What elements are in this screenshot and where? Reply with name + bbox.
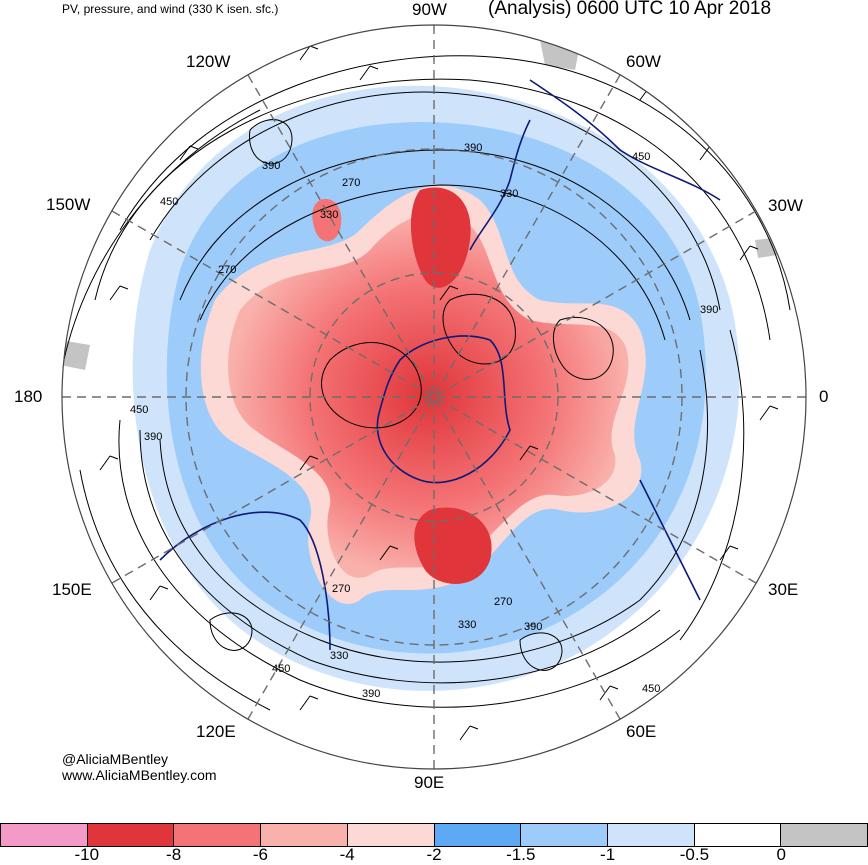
lon-label-60w: 60W xyxy=(626,52,661,71)
contour-label: 330 xyxy=(320,209,338,221)
colorbar-tick-label: -4 xyxy=(339,845,355,864)
credit-site[interactable]: www.AliciaMBentley.com xyxy=(62,767,217,783)
contour-label: 390 xyxy=(362,688,380,700)
contour-label: 450 xyxy=(272,663,290,675)
lon-label-0: 0 xyxy=(819,387,829,406)
contour-label: 330 xyxy=(500,188,518,200)
contour-label: 450 xyxy=(160,196,178,208)
contour-label: 450 xyxy=(632,151,650,163)
plot-title-right: (Analysis) 0600 UTC 10 Apr 2018 xyxy=(488,0,772,19)
colorbar-ticks: -10 -8 -6 -4 -2 -1.5 -1 -0.5 0 xyxy=(0,845,868,865)
contour-label: 270 xyxy=(494,596,512,608)
coastlines xyxy=(159,79,721,651)
lon-label-120e: 120E xyxy=(196,722,236,741)
colorbar-tick-label: -8 xyxy=(166,845,182,864)
contour-label: 390 xyxy=(524,621,542,633)
isobars xyxy=(62,55,791,711)
colorbar-cell xyxy=(174,823,262,847)
contour-label: 390 xyxy=(464,142,482,154)
colorbar-tick-label: -6 xyxy=(252,845,268,864)
colorbar-cell xyxy=(781,823,868,847)
colorbar-cell xyxy=(261,823,348,847)
plot-title-left: PV, pressure, and wind (330 K isen. sfc.… xyxy=(62,2,279,16)
contour-label: 270 xyxy=(342,177,360,189)
colorbar-tick-label: -1 xyxy=(600,845,616,864)
contour-label-group: 390 270 330 450 390 330 270 450 390 390 … xyxy=(130,142,718,700)
colorbar-cell xyxy=(347,823,435,847)
lon-label-30e: 30E xyxy=(768,580,799,599)
contour-label: 270 xyxy=(332,583,350,595)
map-fill xyxy=(62,25,806,769)
colorbar-tick-label: -1.5 xyxy=(506,845,536,864)
colorbar-cell xyxy=(0,823,88,847)
contour-label: 450 xyxy=(642,683,660,695)
colorbar-cell xyxy=(607,823,695,847)
lon-label-150e: 150E xyxy=(52,580,92,599)
colorbar-cell xyxy=(434,823,522,847)
lon-label-60e: 60E xyxy=(626,722,657,741)
contour-label: 390 xyxy=(144,431,162,443)
contour-label: 330 xyxy=(458,619,476,631)
colorbar-tick-label: -10 xyxy=(74,845,100,864)
colorbar xyxy=(0,823,868,847)
lon-label-90e: 90E xyxy=(414,773,445,792)
colorbar-cell xyxy=(87,823,175,847)
colorbar-cell xyxy=(521,823,608,847)
colorbar-tick-label: -0.5 xyxy=(679,845,710,864)
map-boundary xyxy=(61,24,807,770)
colorbar-tick-label: 0 xyxy=(776,845,786,864)
polar-map: 390 270 330 450 390 330 270 450 390 390 … xyxy=(61,24,807,770)
lon-label-120w: 120W xyxy=(186,52,231,71)
contour-label: 450 xyxy=(130,404,148,416)
contour-label: 330 xyxy=(330,650,348,662)
colorbar-cell xyxy=(694,823,782,847)
contour-label: 390 xyxy=(700,304,718,316)
lon-label-150w: 150W xyxy=(46,195,91,214)
lon-label-30w: 30W xyxy=(768,196,803,215)
colorbar-tick-label: -2 xyxy=(426,845,442,864)
lon-label-180: 180 xyxy=(14,387,43,406)
lon-label-90w: 90W xyxy=(412,0,447,19)
contour-label: 390 xyxy=(262,160,280,172)
graticule xyxy=(62,25,806,769)
contour-label: 270 xyxy=(218,264,236,276)
credit-handle: @AliciaMBentley xyxy=(62,751,169,767)
